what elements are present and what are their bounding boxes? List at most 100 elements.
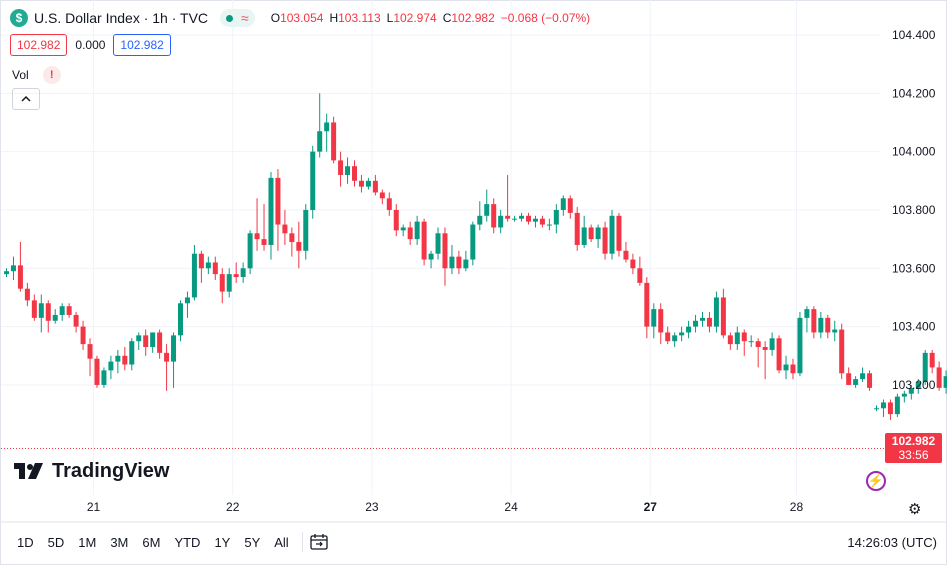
price-tick-label: 103.400 — [892, 320, 936, 334]
dollar-logo-icon: $ — [10, 9, 28, 27]
candle-body — [296, 242, 302, 251]
candle-up — [240, 262, 246, 283]
candle-body — [519, 215, 525, 219]
candle-body — [345, 166, 351, 175]
candle-body — [755, 341, 761, 348]
volume-legend: Vol ! — [12, 66, 61, 84]
timeframe-5d[interactable]: 5D — [47, 534, 65, 550]
candle-body — [289, 233, 295, 243]
timeframe-6m[interactable]: 6M — [142, 534, 161, 550]
timeframe-3m[interactable]: 3M — [110, 534, 129, 550]
candle-down — [24, 282, 30, 307]
lightning-icon[interactable]: ⚡ — [866, 471, 886, 491]
candle-body — [4, 271, 9, 275]
candle-body — [804, 309, 810, 318]
timeframe-all[interactable]: All — [274, 534, 289, 550]
candle-up — [943, 370, 947, 394]
candle-up — [52, 309, 58, 324]
delayed-data-icon: ≈ — [241, 10, 249, 26]
candle-down — [811, 306, 817, 339]
candle-body — [310, 151, 316, 210]
collapse-legend-button[interactable] — [12, 88, 40, 110]
candle-up — [324, 113, 330, 152]
candle-up — [463, 250, 469, 272]
candle-body — [379, 192, 385, 199]
sell-button[interactable]: 102.982 — [10, 34, 68, 56]
candle-down — [442, 227, 448, 286]
symbol-title[interactable]: U.S. Dollar Index · 1h · TVC — [34, 10, 209, 26]
candle-body — [665, 332, 671, 342]
candle-body — [505, 215, 511, 219]
candle-up — [700, 312, 705, 327]
buy-button[interactable]: 102.982 — [113, 34, 171, 56]
time-tick-label: 23 — [365, 500, 379, 514]
gear-icon[interactable]: ⚙ — [908, 501, 922, 518]
candle-down — [73, 312, 79, 333]
candle-body — [553, 209, 559, 225]
candle-down — [372, 174, 378, 196]
market-status[interactable]: ≈ — [220, 9, 255, 27]
price-tick-label: 103.800 — [892, 203, 936, 217]
candle-body — [943, 376, 947, 388]
candle-down — [17, 242, 23, 292]
candle-up — [519, 212, 525, 222]
candle-body — [741, 332, 747, 342]
candle-up — [651, 303, 657, 339]
candle-up — [4, 268, 9, 278]
candle-down — [379, 189, 385, 205]
candle-up — [915, 379, 921, 394]
candle-body — [567, 198, 573, 213]
candle-body — [338, 160, 344, 175]
candle-body — [727, 335, 733, 345]
high-value: 103.113 — [338, 11, 381, 25]
toolbar-divider — [301, 532, 303, 552]
clock-readout[interactable]: 14:26:03 (UTC) — [847, 535, 937, 550]
candle-body — [811, 309, 817, 333]
candle-down — [539, 215, 545, 228]
timeframe-1m[interactable]: 1M — [78, 534, 97, 550]
candle-body — [588, 227, 594, 240]
timeframe-5y[interactable]: 5Y — [244, 534, 261, 550]
candle-body — [219, 274, 225, 292]
candle-body — [80, 326, 86, 345]
candle-up — [686, 320, 692, 339]
candle-down — [727, 332, 733, 350]
candle-body — [393, 209, 399, 231]
candle-body — [734, 332, 740, 345]
candle-up — [679, 326, 685, 342]
candle-up — [171, 332, 177, 388]
candle-body — [526, 215, 531, 222]
timeframe-ytd[interactable]: YTD — [174, 534, 201, 550]
candle-body — [922, 352, 928, 383]
timeframe-1d[interactable]: 1D — [17, 534, 34, 550]
candle-up — [769, 332, 775, 356]
candle-down — [790, 358, 796, 380]
candle-up — [581, 215, 587, 248]
candle-up — [108, 355, 114, 380]
candle-up — [129, 338, 135, 371]
candle-down — [867, 370, 873, 391]
time-tick-label: 21 — [87, 500, 101, 514]
candle-down — [720, 288, 726, 339]
volume-label[interactable]: Vol — [12, 68, 29, 82]
candle-down — [282, 209, 288, 245]
candles — [4, 93, 947, 420]
candle-body — [240, 268, 246, 278]
candle-up — [553, 204, 559, 234]
tradingview-logo[interactable]: TradingView — [14, 460, 169, 483]
candle-body — [867, 373, 873, 388]
candle-body — [574, 212, 580, 245]
calendar-range-icon[interactable] — [309, 533, 329, 551]
candle-down — [386, 192, 392, 216]
candle-down — [776, 335, 782, 374]
warning-icon[interactable]: ! — [42, 66, 61, 84]
candle-up — [191, 244, 197, 301]
candle-up — [150, 332, 156, 353]
candle-body — [275, 177, 281, 225]
timeframe-1y[interactable]: 1Y — [214, 534, 231, 550]
chart-grid — [1, 0, 880, 495]
candle-body — [539, 218, 545, 225]
candle-up — [894, 393, 900, 418]
candle-down — [846, 367, 852, 385]
